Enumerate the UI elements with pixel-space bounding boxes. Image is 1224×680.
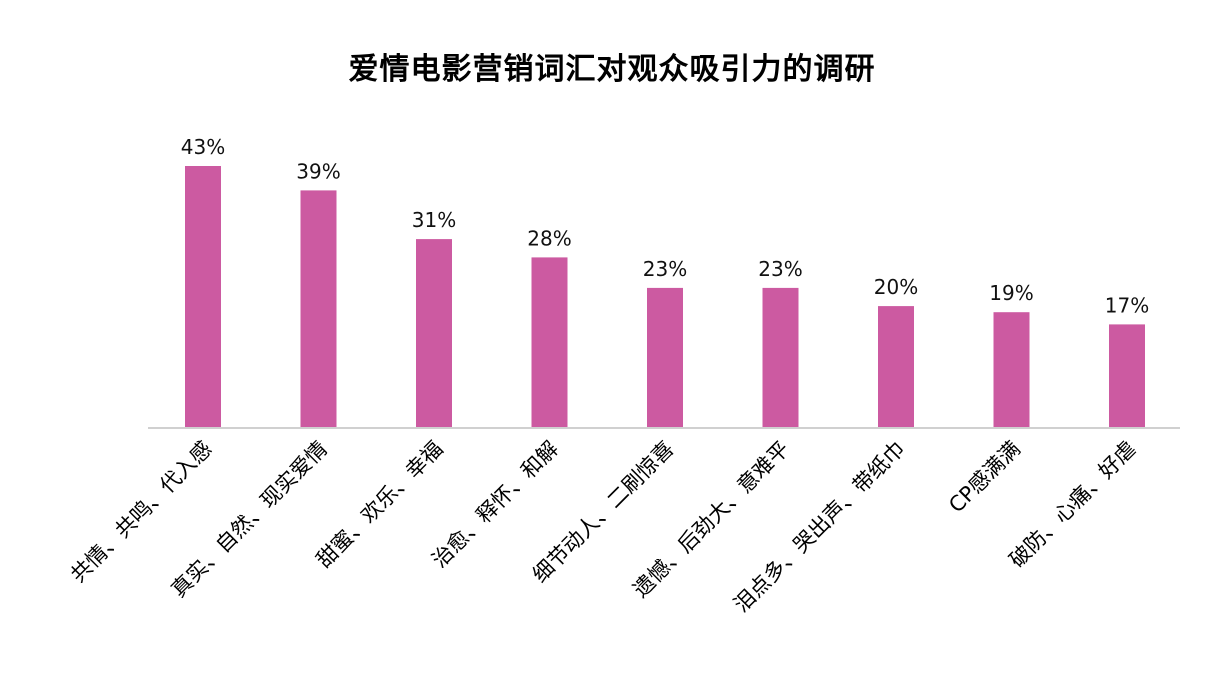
- value-label: 28%: [527, 226, 571, 250]
- category-label: 破防、心痛、好虐: [1005, 437, 1141, 573]
- bar: [300, 190, 337, 428]
- value-label: 31%: [412, 208, 456, 232]
- value-label: 20%: [874, 275, 918, 299]
- bar: [185, 166, 221, 428]
- value-label: 23%: [758, 257, 802, 281]
- bar: [647, 287, 683, 428]
- category-label: CP感满满: [944, 437, 1025, 518]
- chart-title: 爱情电影营销词汇对观众吸引力的调研: [348, 52, 876, 87]
- value-label: 19%: [989, 281, 1033, 305]
- category-labels-layer: 共情、共鸣、代入感真实、自然、现实爱情甜蜜、欢乐、幸福治愈、释怀、和解细节动人、…: [66, 437, 1141, 617]
- category-label: 甜蜜、欢乐、幸福: [312, 437, 448, 573]
- value-label: 39%: [296, 159, 340, 183]
- category-label: 治愈、释怀、和解: [427, 437, 563, 573]
- bar: [762, 287, 799, 428]
- bar: [993, 312, 1030, 428]
- bar: [416, 239, 452, 428]
- bar: [531, 257, 568, 428]
- value-labels-layer: 43% 39% 31% 28% 23% 23% 20% 19% 17%: [181, 135, 1149, 317]
- value-label: 23%: [643, 257, 687, 281]
- bars-layer: [185, 166, 1145, 428]
- bar: [878, 306, 914, 428]
- bar: [1109, 324, 1145, 428]
- value-label: 17%: [1105, 293, 1149, 317]
- value-label: 43%: [181, 135, 225, 159]
